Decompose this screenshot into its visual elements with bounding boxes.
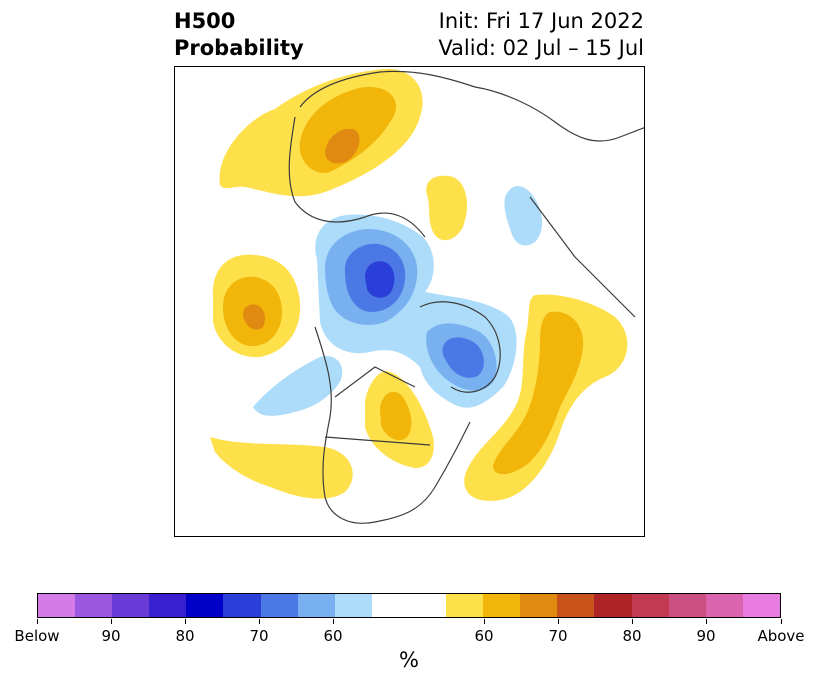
colorbar-tick-label: 60	[474, 627, 494, 645]
colorbar-segment	[483, 594, 521, 617]
above-region-atlantic-core	[493, 311, 584, 475]
above-region-us	[210, 437, 353, 499]
colorbar-segment	[186, 594, 224, 617]
colorbar-tick	[333, 619, 334, 624]
colorbar-tick-label: Below	[14, 627, 60, 645]
colorbar-tick	[484, 619, 485, 624]
below-region-alaska	[253, 356, 343, 416]
colorbar-tick-label: 90	[101, 627, 121, 645]
colorbar-segment	[705, 594, 743, 617]
colorbar-tick-label: 70	[249, 627, 269, 645]
above-region-siberia-small	[426, 175, 468, 241]
map-title: H500 Probability	[174, 8, 304, 62]
valid-range: Valid: 02 Jul – 15 Jul	[438, 36, 644, 60]
coastline-north-america	[314, 326, 471, 524]
border-canada	[334, 366, 416, 398]
init-date: Init: Fri 17 Jun 2022	[438, 9, 644, 33]
colorbar-unit: %	[399, 648, 419, 672]
colorbar-tick	[558, 619, 559, 624]
colorbar-segment	[594, 594, 632, 617]
colorbar-segment	[149, 594, 187, 617]
title-variable: H500	[174, 9, 236, 33]
colorbar-segment	[520, 594, 558, 617]
coastline-greenland	[419, 301, 501, 393]
colorbar-tick-label: 80	[622, 627, 642, 645]
above-normal-regions	[210, 68, 628, 501]
colorbar-tick	[185, 619, 186, 624]
colorbar-tick-label: Above	[757, 627, 805, 645]
colorbar-tick	[37, 619, 38, 624]
colorbar-tick	[632, 619, 633, 624]
colorbar-tick	[781, 619, 782, 624]
colorbar-segment	[112, 594, 150, 617]
coastlines	[288, 70, 644, 524]
colorbar-segment	[371, 594, 447, 617]
above-region-pacific-peak	[243, 304, 265, 330]
colorbar-segment	[75, 594, 113, 617]
colorbar-tick-label: 60	[323, 627, 343, 645]
above-region-hudson-core	[380, 391, 412, 441]
below-region-scandinavia	[504, 185, 543, 246]
coastline-europe	[288, 116, 426, 238]
colorbar-segment	[668, 594, 706, 617]
colorbar-tick-label: 90	[696, 627, 716, 645]
title-metric: Probability	[174, 36, 304, 60]
map-dates: Init: Fri 17 Jun 2022 Valid: 02 Jul – 15…	[438, 8, 644, 62]
below-region-baffin-inner	[442, 337, 484, 378]
coastline-asia-east	[529, 196, 636, 318]
colorbar-segment	[742, 594, 780, 617]
colorbar-segment	[446, 594, 484, 617]
colorbar-segment	[297, 594, 335, 617]
colorbar-segment	[38, 594, 76, 617]
colorbar-segment	[334, 594, 372, 617]
colorbar-segment	[631, 594, 669, 617]
probability-map	[174, 66, 645, 537]
colorbar-segment	[557, 594, 595, 617]
colorbar-tick	[111, 619, 112, 624]
colorbar	[37, 593, 781, 618]
colorbar-segment	[260, 594, 298, 617]
colorbar-tick	[259, 619, 260, 624]
colorbar-tick-label: 70	[548, 627, 568, 645]
border-us	[324, 436, 431, 446]
colorbar-tick-label: 80	[175, 627, 195, 645]
coastline-eurasia	[299, 70, 644, 142]
below-normal-regions	[253, 185, 543, 416]
map-canvas	[210, 68, 644, 524]
below-region-arctic-core	[365, 261, 395, 298]
above-region-europe-peak	[325, 128, 360, 164]
colorbar-segment	[223, 594, 261, 617]
colorbar-tick	[706, 619, 707, 624]
